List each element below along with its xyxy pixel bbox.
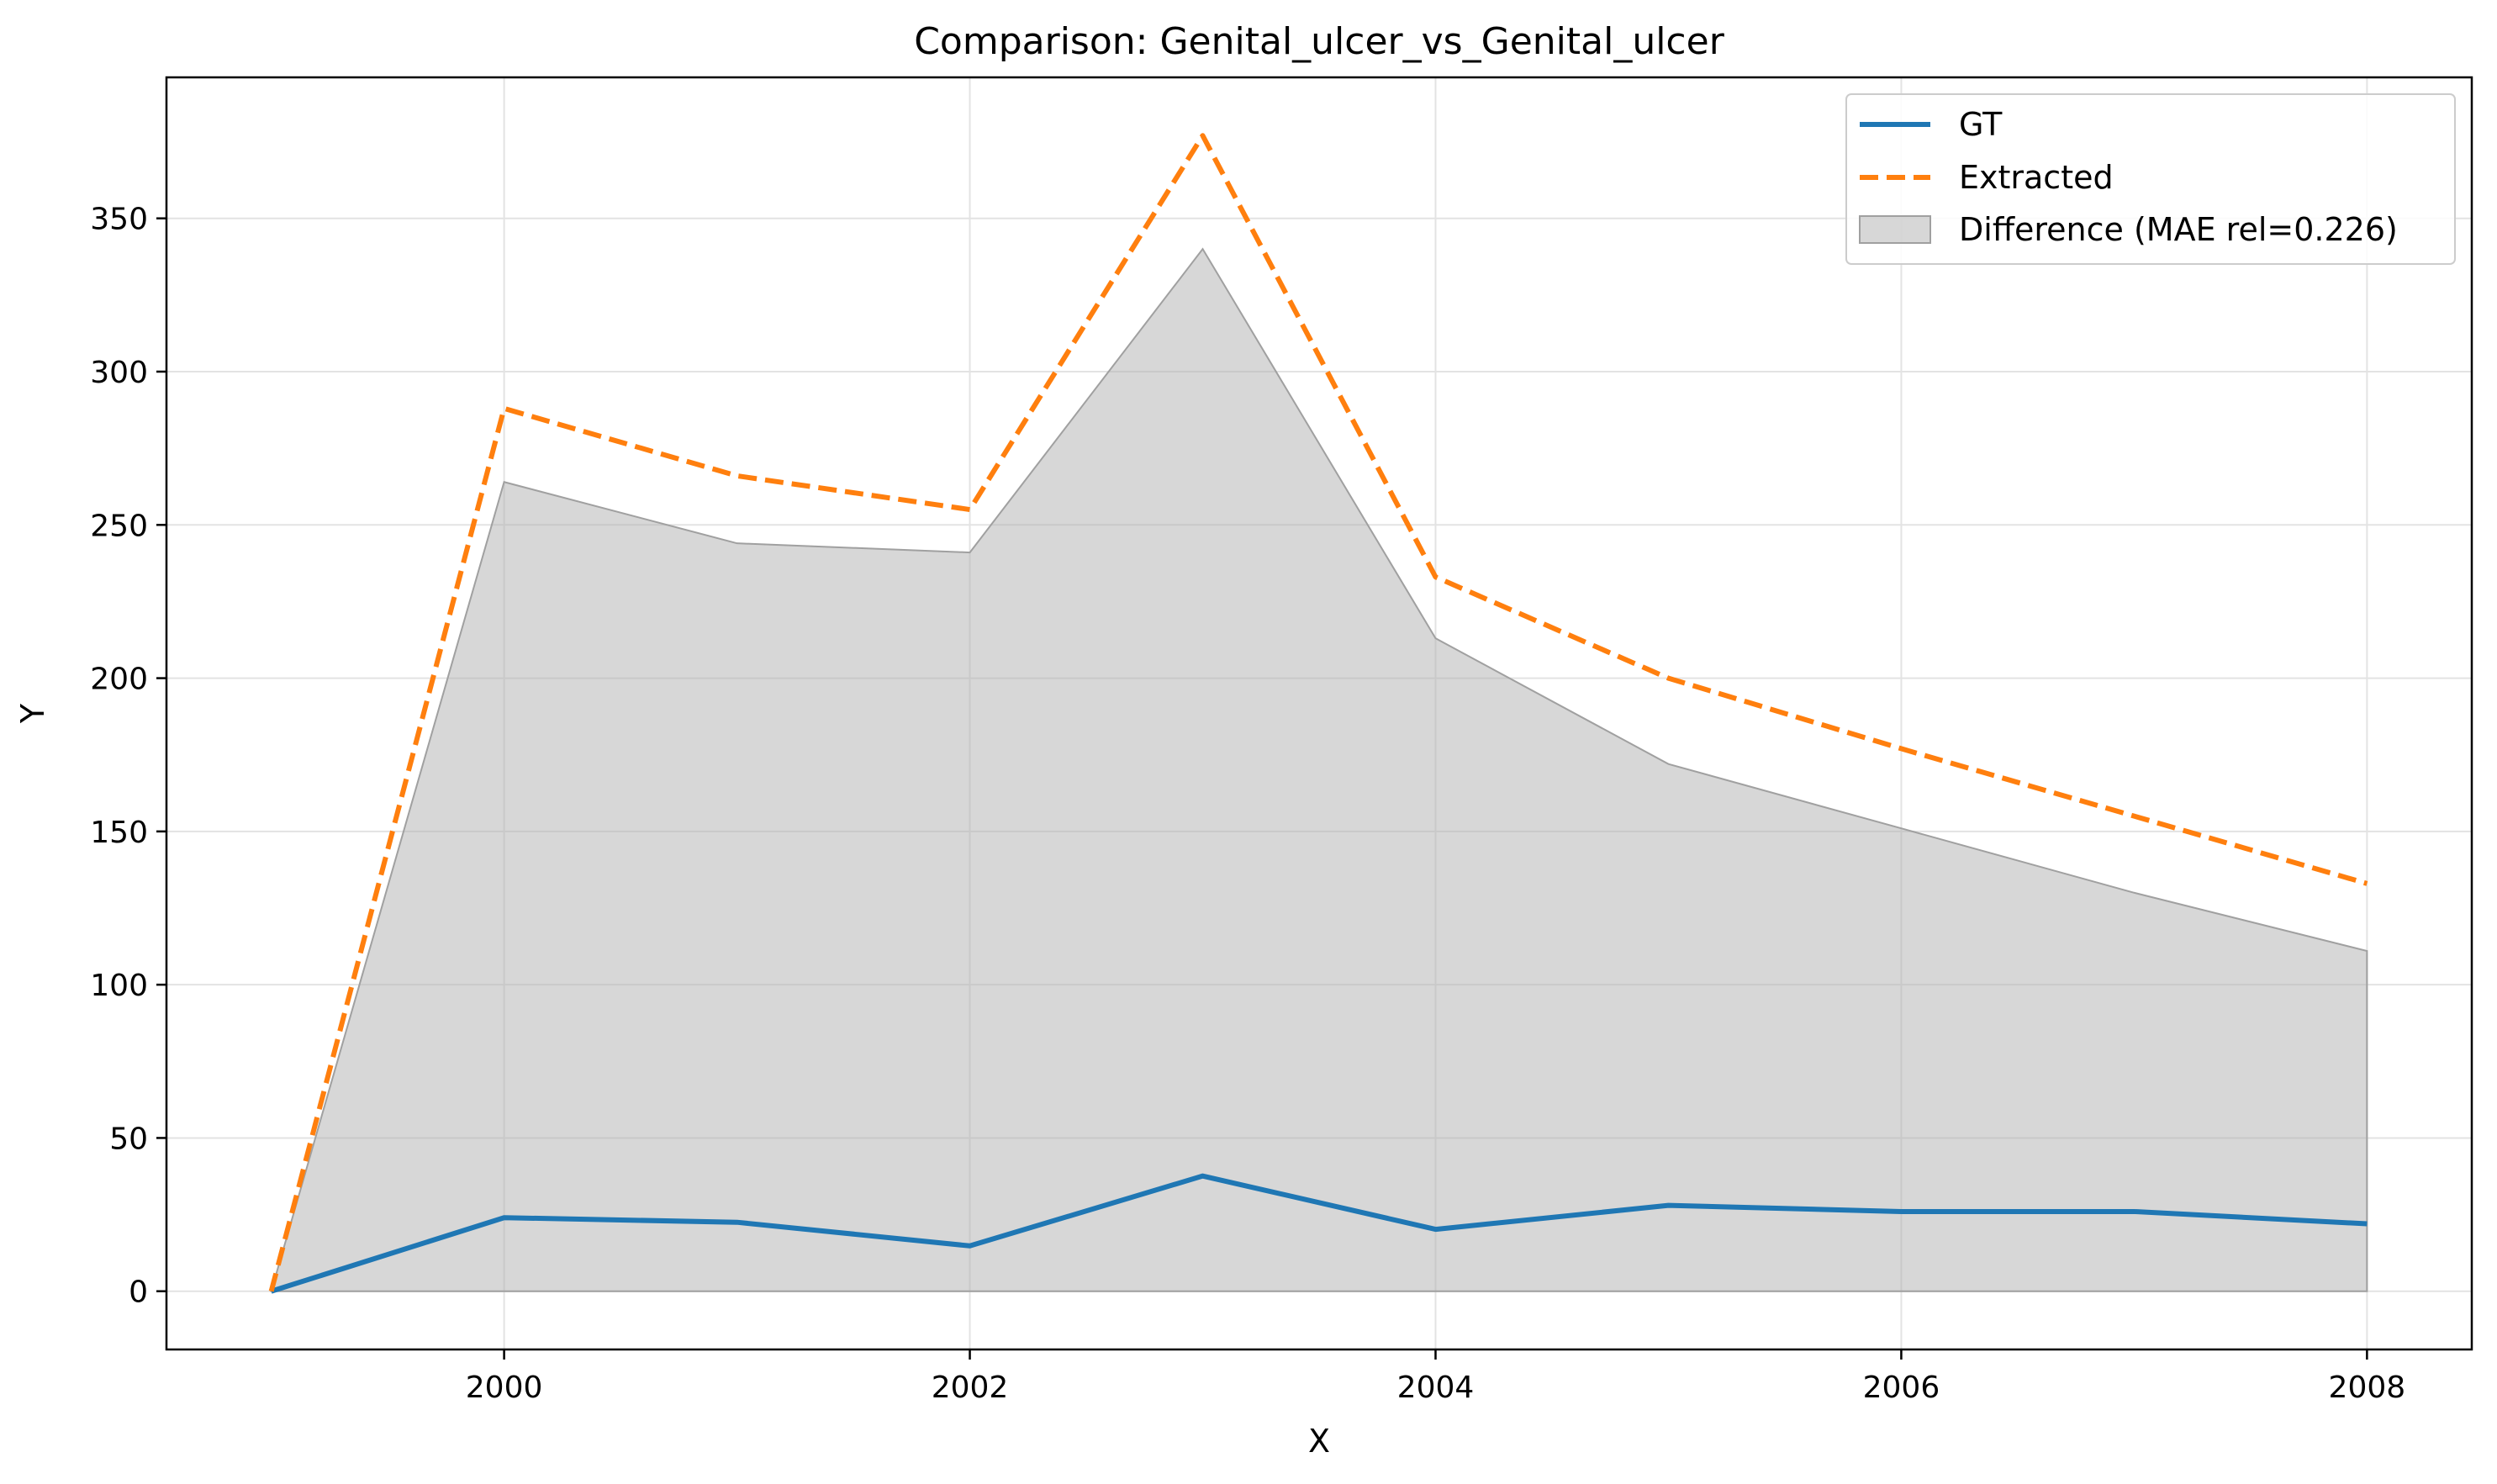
legend-difference-swatch (1859, 215, 1931, 244)
series-line-gt (270, 1173, 2368, 1294)
y-tick-label: 250 (90, 509, 148, 543)
y-tick-label: 150 (90, 816, 148, 850)
x-tick-label: 2000 (466, 1370, 543, 1405)
x-tick-label: 2002 (932, 1370, 1009, 1405)
legend-difference-label: Difference (MAE rel=0.226) (1959, 211, 2398, 248)
y-tick-label: 200 (90, 663, 148, 697)
x-tick-label: 2008 (2329, 1370, 2406, 1405)
legend: GT Extracted Difference (MAE rel=0.226) (1845, 93, 2456, 265)
legend-extracted-label: Extracted (1959, 159, 2114, 196)
legend-box (1845, 93, 2456, 265)
x-tick-label: 2006 (1863, 1370, 1940, 1405)
y-tick-label: 0 (129, 1275, 148, 1310)
chart-title: Comparison: Genital_ulcer_vs_Genital_ulc… (914, 20, 1724, 63)
series-line-extracted (268, 133, 2368, 1292)
x-axis-ticks: 2000 2002 2004 2006 2008 (466, 1349, 2405, 1405)
x-axis-label: X (1308, 1423, 1330, 1460)
y-tick-label: 350 (90, 203, 148, 237)
legend-gt-label: GT (1959, 106, 2003, 143)
y-tick-label: 300 (90, 356, 148, 390)
series-layer (268, 133, 2368, 1294)
y-tick-label: 50 (109, 1122, 148, 1156)
x-tick-label: 2004 (1397, 1370, 1475, 1405)
y-axis-ticks: 0 50 100 150 200 250 300 350 (90, 203, 166, 1310)
plot-frame (165, 76, 2473, 1351)
y-axis-label: Y (14, 703, 51, 724)
difference-area (270, 247, 2368, 1292)
y-tick-label: 100 (90, 969, 148, 1003)
difference-area-layer (270, 247, 2368, 1292)
